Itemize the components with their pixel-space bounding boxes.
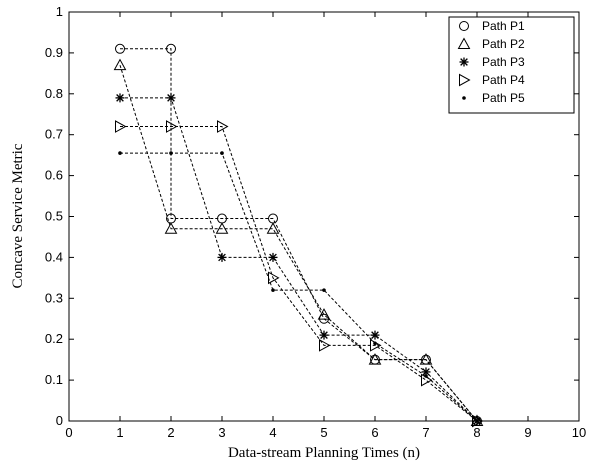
x-tick-label: 5 — [320, 425, 327, 440]
x-axis-title: Data-stream Planning Times (n) — [228, 445, 420, 461]
x-tick-label: 9 — [524, 425, 531, 440]
data-point-p5 — [118, 151, 122, 155]
legend-box — [448, 16, 575, 114]
data-point-p4 — [319, 338, 331, 352]
series-markers — [113, 43, 484, 428]
y-tick-label: 0.8 — [45, 86, 63, 101]
y-tick-label: 0.2 — [45, 331, 63, 346]
legend-marker-p3 — [459, 57, 469, 67]
data-point-p5 — [220, 151, 224, 155]
y-tick-label: 0.4 — [45, 249, 63, 264]
data-point-p1 — [166, 43, 176, 54]
data-point-p5 — [271, 288, 275, 292]
legend-marker-p5 — [462, 96, 466, 100]
legend-label-p2: Path P2 — [482, 37, 525, 51]
data-point-p3 — [268, 252, 278, 262]
data-point-p4 — [217, 120, 229, 133]
data-point-p5 — [475, 419, 479, 423]
x-tick-label: 7 — [422, 425, 429, 440]
data-point-p5 — [373, 341, 377, 346]
y-tick-label: 0.7 — [45, 127, 63, 142]
data-point-p2 — [368, 353, 382, 365]
y-tick-label: 0.1 — [45, 372, 63, 387]
data-point-p5 — [424, 374, 428, 378]
x-tick-label: 1 — [116, 425, 123, 440]
data-point-p2 — [419, 353, 433, 365]
data-point-p2 — [215, 222, 229, 234]
series-line-p1 — [120, 48, 478, 422]
legend-label-p1: Path P1 — [482, 19, 525, 33]
y-tick-label: 0.5 — [45, 209, 63, 224]
data-point-p4 — [268, 271, 280, 285]
data-point-p3 — [166, 93, 176, 103]
data-point-p5 — [322, 288, 326, 292]
series-lines — [119, 48, 478, 422]
data-point-p4 — [115, 120, 127, 133]
legend-marker-p1 — [459, 21, 469, 31]
y-tick-label: 0.9 — [45, 45, 63, 60]
series-line-p4 — [120, 126, 478, 422]
data-point-p3 — [217, 252, 227, 262]
data-point-p2 — [317, 308, 331, 320]
data-point-p4 — [166, 120, 178, 133]
legend-marker-p2 — [457, 37, 471, 49]
data-point-p3 — [370, 330, 380, 340]
data-point-p5 — [169, 151, 173, 155]
x-tick-label: 2 — [167, 425, 174, 440]
axis-ticks: 0 1 2 3 4 5 6 7 8 9 10 0 0.1 0.2 0.3 0.4 0.5 0.6 0.7 0.8 0.9… — [45, 4, 586, 440]
data-point-p1 — [115, 43, 125, 54]
data-point-p2 — [113, 58, 127, 71]
data-point-p3 — [319, 330, 329, 340]
x-tick-label: 3 — [218, 425, 225, 440]
series-line-p5 — [120, 152, 478, 422]
y-axis-title: Concave Service Metric — [10, 143, 26, 288]
y-tick-label: 0.3 — [45, 290, 63, 305]
y-tick-label: 0.6 — [45, 168, 63, 183]
legend-label-p5: Path P5 — [482, 91, 525, 105]
series-line-p2 — [119, 65, 478, 422]
y-tick-label: 0 — [56, 413, 63, 428]
legend-label-p4: Path P4 — [482, 73, 525, 87]
x-tick-label: 8 — [473, 425, 480, 440]
data-point-p4 — [472, 414, 484, 428]
legend-label-p3: Path P3 — [482, 55, 525, 69]
x-tick-label: 10 — [572, 425, 586, 440]
series-line-p3 — [120, 97, 478, 422]
data-point-p2 — [164, 222, 178, 234]
x-tick-label: 4 — [269, 425, 276, 440]
x-tick-label: 0 — [65, 425, 72, 440]
data-point-p2 — [266, 222, 280, 234]
y-tick-label: 1 — [56, 4, 63, 19]
x-tick-label: 6 — [371, 425, 378, 440]
data-point-p3 — [115, 93, 125, 103]
legend: Path P1 Path P2 Path P3 Path P4 Path P5 — [448, 16, 575, 114]
legend-marker-p4 — [459, 73, 471, 87]
